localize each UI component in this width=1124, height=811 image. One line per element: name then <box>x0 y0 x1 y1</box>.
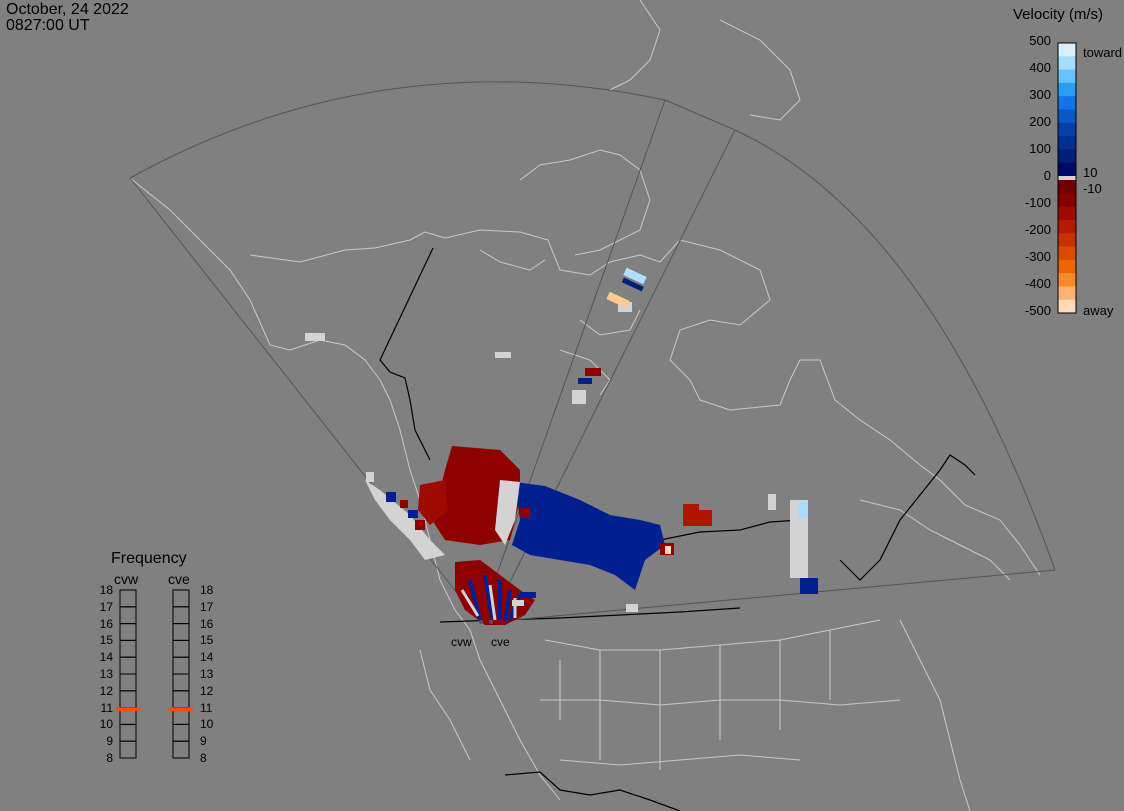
frequency-box-cvw <box>119 690 137 709</box>
frequency-label-left: 15 <box>99 633 113 648</box>
velocity-scale-label: 400 <box>1029 60 1051 75</box>
frequency-label-right: 12 <box>200 683 214 698</box>
velocity-scale-label: -500 <box>1024 303 1051 318</box>
frequency-label-right: 17 <box>200 599 214 614</box>
frequency-label-left: 14 <box>99 650 113 665</box>
frequency-label-right: 10 <box>200 717 214 732</box>
velocity-bar-away-segment <box>1058 286 1076 301</box>
frequency-label-left: 17 <box>99 599 113 614</box>
velocity-scale-label: -300 <box>1024 249 1051 264</box>
frequency-label-left: 16 <box>99 616 113 631</box>
frequency-label-right: 16 <box>200 616 214 631</box>
velocity-bar-away-segment <box>1058 299 1076 314</box>
velocity-bar-toward-segment <box>1058 69 1076 84</box>
velocity-bar-away-segment <box>1058 219 1076 234</box>
frequency-box-cvw <box>119 589 137 608</box>
away-label: away <box>1083 303 1114 318</box>
frequency-label-left: 11 <box>100 700 113 715</box>
threshold-negative-label: -10 <box>1083 181 1102 196</box>
frequency-label-left: 12 <box>99 683 113 698</box>
frequency-box-cvw <box>119 673 137 692</box>
velocity-bar-border <box>1057 42 1077 314</box>
frequency-box-cve <box>172 589 190 608</box>
velocity-bar-away-segment <box>1058 246 1076 261</box>
frequency-panel-title: Frequency <box>111 550 187 567</box>
frequency-label-left: 18 <box>99 583 113 597</box>
velocity-bar-away-segment <box>1058 180 1076 194</box>
velocity-bar-toward-segment <box>1058 136 1076 150</box>
radar-site-label-cve: cve <box>491 635 510 649</box>
toward-label: toward <box>1083 45 1123 60</box>
freq-radar-name-cvw: cvw <box>114 571 139 587</box>
velocity-bar-toward-segment <box>1058 96 1076 110</box>
coastline-lines <box>129 0 1041 811</box>
frequency-box-cvw <box>119 606 137 625</box>
active-frequency-indicator-cvw <box>116 707 140 712</box>
frequency-label-right: 11 <box>200 700 213 715</box>
velocity-bar-away-segment <box>1058 206 1076 221</box>
frequency-box-cve <box>172 656 190 675</box>
freq-radar-name-cve: cve <box>168 571 190 587</box>
velocity-bar-away-segment <box>1058 259 1076 274</box>
velocity-bar-toward-segment <box>1058 82 1076 97</box>
frequency-box-cve <box>172 740 190 759</box>
velocity-bar-toward-segment <box>1058 122 1076 137</box>
active-frequency-indicator-cve <box>169 707 193 712</box>
velocity-bar-toward-segment <box>1058 109 1076 124</box>
frequency-box-cvw <box>119 656 137 675</box>
frequency-label-left: 13 <box>99 667 113 681</box>
frequency-label-left: 9 <box>106 734 113 749</box>
frequency-label-right: 13 <box>200 667 214 681</box>
frequency-box-cvw <box>119 623 137 641</box>
velocity-scale-label: 300 <box>1029 87 1051 102</box>
frequency-box-cve <box>172 723 190 742</box>
frequency-label-right: 18 <box>200 583 214 597</box>
scatter-cluster-toward-east <box>512 482 665 590</box>
velocity-bar-away-segment <box>1058 193 1076 208</box>
velocity-scale-label: 0 <box>1043 168 1051 183</box>
frequency-indicator-boxes <box>116 589 193 759</box>
velocity-scale-label: 200 <box>1029 114 1051 129</box>
frequency-box-cve <box>172 623 190 641</box>
frequency-box-cve <box>172 606 190 625</box>
time-label: 0827:00 UT <box>6 17 90 34</box>
velocity-scale-label: 500 <box>1029 33 1051 48</box>
radar-scatter-cells <box>305 267 818 625</box>
velocity-bar-toward-segment <box>1058 149 1076 164</box>
radar-fov-lines <box>129 81 1056 623</box>
radar-site-label-cvw: cvw <box>451 635 472 649</box>
velocity-bar-zero-band <box>1058 176 1076 180</box>
velocity-bar-away-segment <box>1058 273 1076 287</box>
date-label: October, 24 2022 <box>6 1 129 18</box>
velocity-bar-away-segment <box>1058 233 1076 247</box>
velocity-scale-label: -100 <box>1024 195 1051 210</box>
frequency-label-right: 9 <box>200 734 207 749</box>
frequency-box-cve <box>172 673 190 692</box>
radar-site-marker-cve <box>489 620 493 624</box>
velocity-scale-label: -400 <box>1024 276 1051 291</box>
frequency-label-right: 14 <box>200 650 214 665</box>
frequency-box-cvw <box>119 740 137 759</box>
velocity-bar-toward-segment <box>1058 56 1076 71</box>
velocity-bar-toward-segment <box>1058 43 1076 57</box>
frequency-box-cve <box>172 639 190 658</box>
frequency-label-right: 15 <box>200 633 214 648</box>
velocity-scale-label: -200 <box>1024 222 1051 237</box>
frequency-box-cvw <box>119 639 137 658</box>
velocity-color-bar <box>1057 42 1077 314</box>
frequency-label-right: 8 <box>200 751 207 765</box>
frequency-box-cvw <box>119 723 137 742</box>
velocity-scale-label: 100 <box>1029 141 1051 156</box>
frequency-label-left: 10 <box>99 717 113 732</box>
frequency-box-cve <box>172 690 190 709</box>
velocity-legend-title: Velocity (m/s) <box>1013 6 1104 23</box>
threshold-positive-label: 10 <box>1083 165 1098 180</box>
frequency-label-left: 8 <box>106 751 113 765</box>
velocity-bar-toward-segment <box>1058 162 1076 177</box>
radar-site-marker-cvw <box>479 620 483 624</box>
